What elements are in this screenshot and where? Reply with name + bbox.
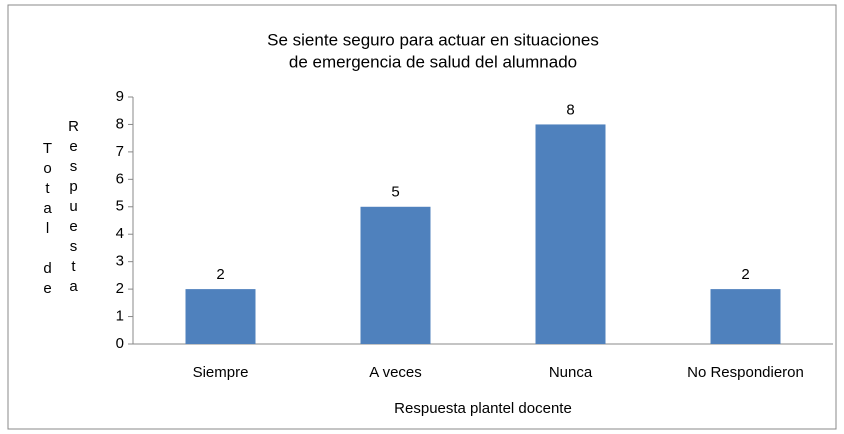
x-tick-label: No Respondieron	[687, 364, 804, 381]
y-tick-label: 2	[116, 280, 124, 297]
x-tick-label: A veces	[369, 364, 422, 381]
data-label: 2	[216, 266, 224, 283]
y-tick-label: 7	[116, 143, 124, 160]
bar	[535, 124, 606, 344]
x-tick-label: Siempre	[193, 364, 249, 381]
data-label: 2	[741, 266, 749, 283]
y-tick-label: 9	[116, 88, 124, 105]
bar	[185, 289, 256, 344]
y-tick-label: 5	[116, 198, 124, 215]
y-tick-label: 3	[116, 253, 124, 270]
y-tick-label: 6	[116, 170, 124, 187]
chart-title: de emergencia de salud del alumnado	[289, 52, 577, 71]
data-label: 8	[566, 101, 574, 118]
bar	[360, 206, 431, 344]
y-tick-label: 4	[116, 225, 124, 242]
data-label: 5	[391, 184, 399, 201]
y-tick-label: 1	[116, 308, 124, 325]
bar	[710, 289, 781, 344]
y-tick-label: 0	[116, 335, 124, 352]
x-axis-title: Respuesta plantel docente	[394, 400, 572, 417]
x-tick-label: Nunca	[549, 364, 593, 381]
chart-title: Se siente seguro para actuar en situacio…	[267, 30, 599, 49]
y-axis-title: Total de	[39, 140, 56, 300]
y-axis-title: Respuesta	[65, 118, 82, 298]
y-tick-label: 8	[116, 115, 124, 132]
